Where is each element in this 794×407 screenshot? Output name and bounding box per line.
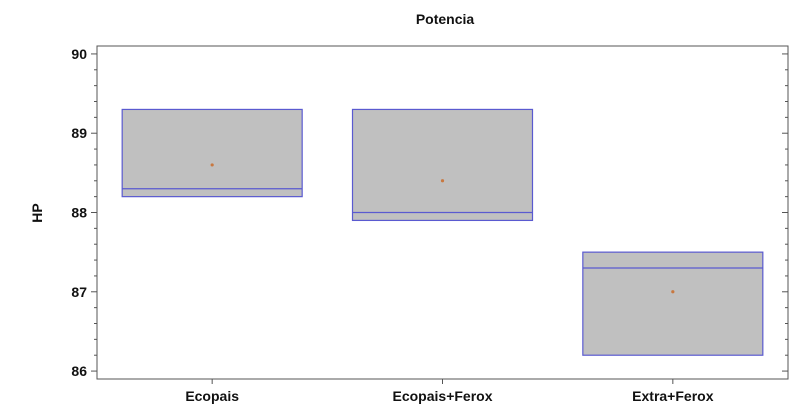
plot-area: 86 87 88 89 90 Ecopais Ecopais+Ferox Extra+Fero…: [71, 45, 789, 404]
y-axis-label: HP: [29, 203, 45, 222]
x-tick-label: Ecopais: [185, 388, 239, 404]
mean-marker: [440, 179, 445, 183]
chart-title: Potencia: [416, 11, 475, 27]
y-tick-label: 86: [71, 363, 87, 379]
mean-marker: [210, 163, 214, 167]
box: [121, 108, 303, 198]
y-tick-label: 87: [71, 284, 87, 300]
x-tick-label: Extra+Ferox: [632, 388, 714, 404]
y-tick-label: 89: [71, 125, 87, 141]
x-tick-label: Ecopais+Ferox: [393, 388, 493, 404]
y-tick-label: 90: [71, 46, 87, 62]
box: [582, 251, 764, 356]
box: [351, 108, 534, 222]
y-tick-label: 88: [71, 205, 87, 221]
mean-marker: [671, 290, 675, 294]
